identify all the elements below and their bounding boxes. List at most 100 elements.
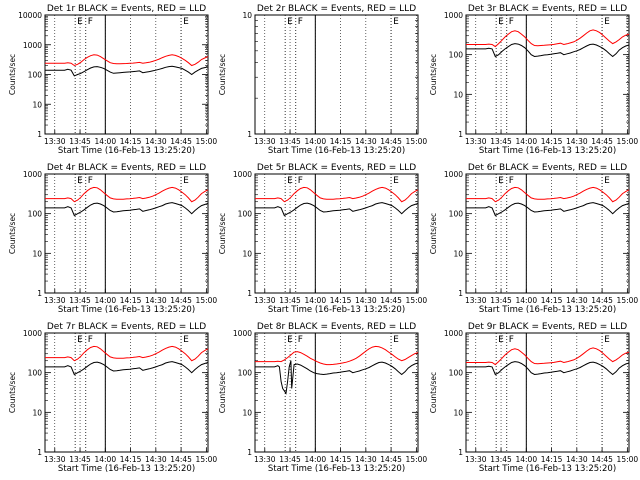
marker-label: F — [298, 335, 303, 345]
y-tick-label: 1000 — [23, 170, 42, 179]
panel-title: Det 1r BLACK = Events, RED = LLD — [47, 4, 206, 14]
panel-title: Det 2r BLACK = Events, RED = LLD — [257, 4, 416, 14]
panel-9: Det 9r BLACK = Events, RED = LLD 13:30 13:… — [429, 322, 638, 474]
x-tick-label: 14:30 — [145, 455, 167, 464]
panel-1: Det 1r BLACK = Events, RED = LLD 13:30 13:… — [8, 4, 217, 156]
x-axis-title: Start Time (16-Feb-13 13:25:20) — [58, 464, 195, 474]
y-axis-title: Counts/sec — [8, 54, 17, 95]
y-tick-label: 100 — [28, 369, 43, 378]
x-axis-title: Start Time (16-Feb-13 13:25:20) — [479, 305, 616, 315]
y-tick-label: 10000 — [18, 11, 42, 20]
x-tick-label: 14:45 — [170, 455, 192, 464]
y-tick-label: 100 — [28, 71, 43, 80]
x-tick-label: 14:45 — [380, 455, 402, 464]
x-tick-label: 15:00 — [617, 137, 639, 146]
x-tick-label: 14:30 — [145, 137, 167, 146]
y-tick-label: 1 — [37, 448, 42, 457]
plot-frame — [465, 332, 630, 453]
plot-frame — [44, 14, 209, 135]
plot-frame — [44, 173, 209, 294]
marker-label: F — [298, 176, 303, 186]
panel-8: Det 8r BLACK = Events, RED = LLD 13:30 13:… — [218, 322, 427, 474]
x-tick-label: 14:30 — [355, 137, 377, 146]
y-tick-label: 1000 — [23, 41, 42, 50]
y-tick-label: 10 — [32, 249, 42, 258]
panel-title: Det 8r BLACK = Events, RED = LLD — [257, 322, 416, 332]
x-tick-label: 14:15 — [330, 455, 352, 464]
panel-4: Det 4r BLACK = Events, RED = LLD 13:30 13:… — [8, 163, 217, 315]
y-axis-title: Counts/sec — [429, 372, 438, 413]
y-tick-label: 1 — [458, 130, 463, 139]
x-tick-label: 14:15 — [541, 296, 563, 305]
plot-frame — [254, 332, 419, 453]
marker-label: E — [77, 17, 83, 27]
panel-3: Det 3r BLACK = Events, RED = LLD 13:30 13:… — [429, 4, 638, 156]
marker-label: E — [498, 176, 504, 186]
x-tick-label: 14:45 — [170, 296, 192, 305]
x-tick-label: 13:30 — [44, 296, 66, 305]
panel-title: Det 5r BLACK = Events, RED = LLD — [257, 163, 416, 173]
y-tick-label: 10 — [453, 90, 463, 99]
series-line-events — [255, 202, 419, 217]
x-tick-label: 14:15 — [120, 137, 142, 146]
series-line-events — [466, 361, 630, 376]
x-tick-label: 15:00 — [196, 137, 218, 146]
series-line-lld — [466, 29, 630, 48]
y-tick-label: 1 — [247, 130, 252, 139]
marker-label: E — [604, 17, 610, 27]
y-tick-label: 100 — [238, 210, 253, 219]
x-tick-label: 14:30 — [566, 296, 588, 305]
series-line-lld — [45, 186, 209, 203]
x-tick-label: 14:30 — [355, 296, 377, 305]
x-tick-label: 13:45 — [69, 455, 91, 464]
marker-label: E — [183, 335, 189, 345]
series-line-lld — [45, 54, 209, 67]
series-line-events — [45, 65, 209, 77]
x-tick-label: 14:45 — [591, 137, 613, 146]
panel-6: Det 6r BLACK = Events, RED = LLD 13:30 13:… — [429, 163, 638, 315]
marker-label: F — [298, 17, 303, 27]
y-axis-title: Counts/sec — [429, 213, 438, 254]
x-tick-label: 13:45 — [490, 137, 512, 146]
series-line-lld — [466, 347, 630, 366]
plot-frame — [44, 332, 209, 453]
x-tick-label: 13:45 — [69, 296, 91, 305]
panel-title: Det 7r BLACK = Events, RED = LLD — [47, 322, 206, 332]
x-tick-label: 14:15 — [541, 455, 563, 464]
marker-label: E — [287, 176, 293, 186]
x-tick-label: 14:30 — [566, 137, 588, 146]
y-axis-title: Counts/sec — [218, 213, 227, 254]
series-line-events — [45, 202, 209, 217]
x-axis-title: Start Time (16-Feb-13 13:25:20) — [479, 146, 616, 156]
panel-2: Det 2r BLACK = Events, RED = LLD 13:30 13:… — [218, 4, 427, 156]
marker-label: F — [509, 17, 514, 27]
x-tick-label: 14:45 — [170, 137, 192, 146]
series-line-events — [45, 361, 209, 376]
x-tick-label: 13:45 — [490, 296, 512, 305]
y-tick-label: 10 — [32, 100, 42, 109]
x-tick-label: 14:00 — [94, 137, 116, 146]
x-tick-label: 15:00 — [617, 296, 639, 305]
x-tick-label: 14:15 — [120, 296, 142, 305]
x-axis-title: Start Time (16-Feb-13 13:25:20) — [268, 146, 405, 156]
marker-label: F — [88, 17, 93, 27]
y-axis-title: Counts/sec — [218, 372, 227, 413]
plot-frame — [465, 14, 630, 135]
x-tick-label: 13:45 — [490, 455, 512, 464]
marker-label: F — [509, 176, 514, 186]
panel-title: Det 3r BLACK = Events, RED = LLD — [468, 4, 627, 14]
x-tick-label: 14:45 — [380, 137, 402, 146]
y-tick-label: 100 — [449, 210, 464, 219]
marker-label: E — [77, 176, 83, 186]
x-tick-label: 13:30 — [44, 455, 66, 464]
x-axis-title: Start Time (16-Feb-13 13:25:20) — [268, 305, 405, 315]
x-tick-label: 14:30 — [566, 455, 588, 464]
x-tick-label: 13:30 — [254, 296, 276, 305]
y-tick-label: 100 — [28, 210, 43, 219]
series-line-events — [466, 202, 630, 217]
x-tick-label: 14:30 — [355, 455, 377, 464]
marker-label: E — [393, 17, 399, 27]
marker-label: E — [393, 335, 399, 345]
y-axis-title: Counts/sec — [429, 54, 438, 95]
marker-label: E — [183, 17, 189, 27]
